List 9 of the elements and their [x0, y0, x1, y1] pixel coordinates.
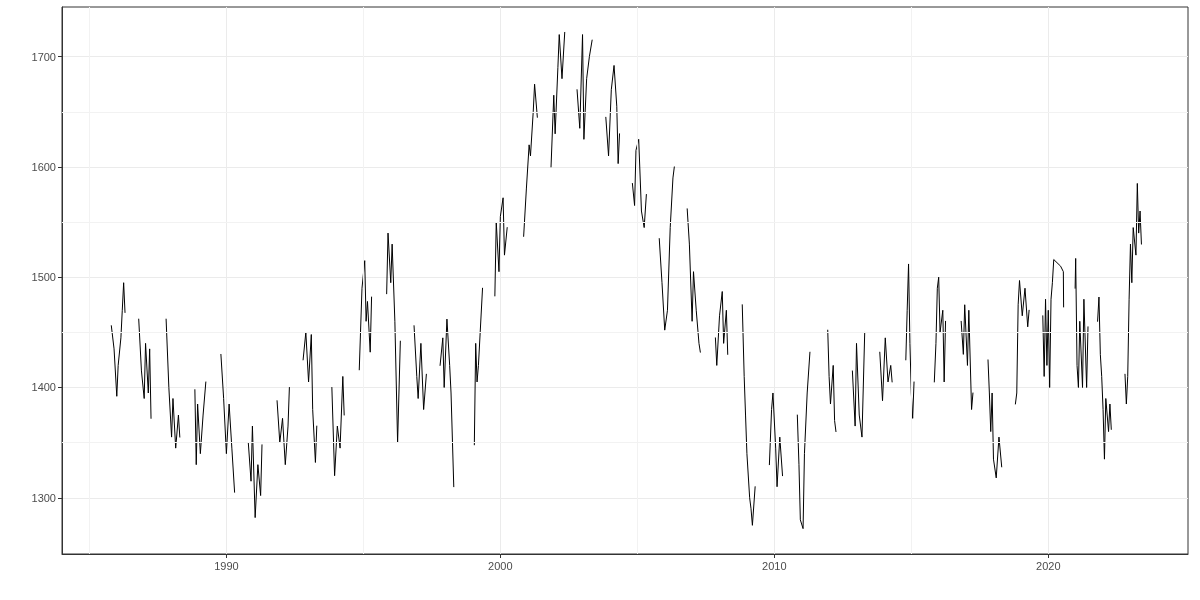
y-tick-label: 1300 — [31, 491, 56, 504]
x-tick-label: 2000 — [488, 559, 513, 572]
y-tick-label: 1700 — [31, 50, 56, 63]
y-tick-label: 1500 — [31, 271, 56, 284]
y-tick-label: 1600 — [31, 160, 56, 173]
x-tick-label: 2020 — [1036, 559, 1061, 572]
y-tick-label: 1400 — [31, 381, 56, 394]
x-tick-label: 2010 — [762, 559, 787, 572]
x-tick-label: 1990 — [214, 559, 239, 572]
